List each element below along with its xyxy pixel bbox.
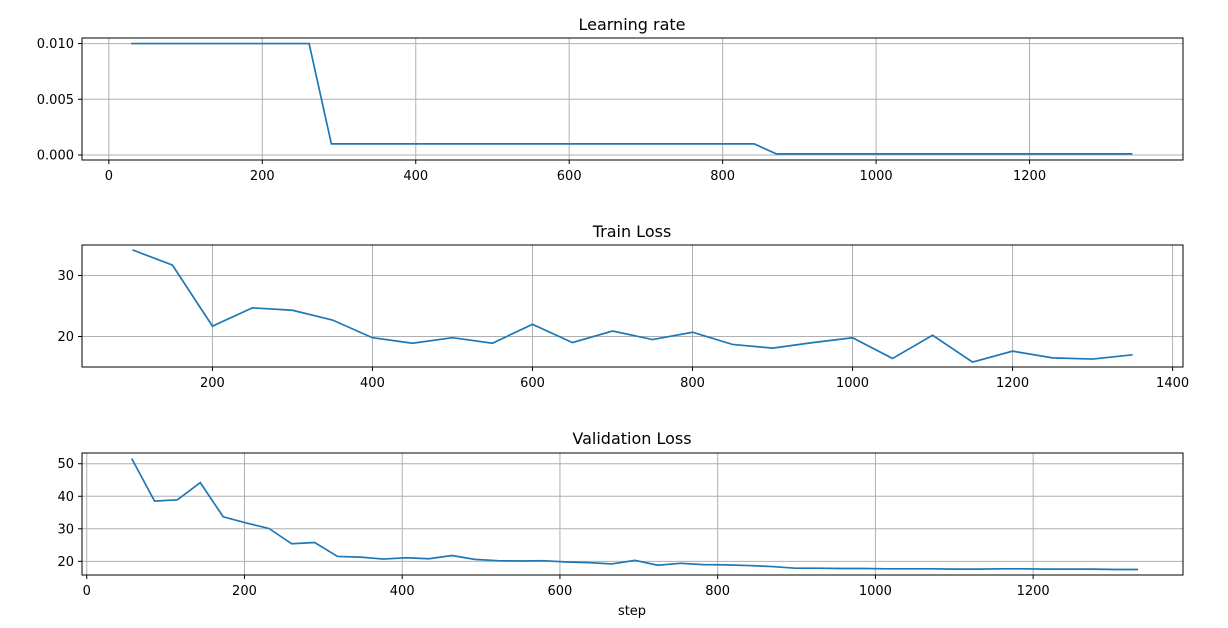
- learning-rate-panel: Learning rate 0 200 400 600 800 1000 1200 0.000…: [37, 15, 1184, 184]
- x-axis-label: step: [618, 604, 646, 619]
- learning-rate-x-tick-label: 1000: [860, 169, 893, 184]
- learning-rate-title: Learning rate: [578, 15, 685, 34]
- train-loss-x-tick-label: 400: [360, 376, 385, 391]
- train-loss-x-tick-label: 1400: [1156, 376, 1189, 391]
- learning-rate-y-tick-label: 0.000: [37, 148, 74, 163]
- learning-rate-y-tick-label: 0.005: [37, 93, 74, 108]
- train-loss-y-tick-label: 20: [57, 330, 74, 345]
- learning-rate-y-tick-label: 0.010: [37, 37, 74, 52]
- validation-loss-x-tick-label: 1000: [859, 584, 892, 599]
- learning-rate-x-tick-label: 600: [557, 169, 582, 184]
- validation-loss-x-tick-label: 1200: [1017, 584, 1050, 599]
- validation-loss-panel: Validation Loss step 0 200 400 600 800 1000 12…: [57, 429, 1184, 619]
- train-loss-x-tick-label: 1000: [836, 376, 869, 391]
- validation-loss-plot-frame: [81, 452, 1184, 576]
- learning-rate-x-tick-label: 400: [403, 169, 428, 184]
- validation-loss-title: Validation Loss: [572, 429, 691, 448]
- train-loss-y-tick-label: 30: [57, 269, 74, 284]
- validation-loss-x-tick-label: 800: [705, 584, 730, 599]
- train-loss-panel: Train Loss 200 400 600 800 1000 1200 1400 20 30: [57, 222, 1189, 391]
- validation-loss-y-tick-label: 40: [57, 490, 74, 505]
- train-loss-title: Train Loss: [592, 222, 672, 241]
- learning-rate-x-tick-label: 1200: [1013, 169, 1046, 184]
- validation-loss-x-tick-label: 200: [232, 584, 257, 599]
- learning-rate-x-tick-label: 200: [250, 169, 275, 184]
- validation-loss-series-line: [130, 458, 1139, 571]
- train-loss-x-tick-label: 600: [520, 376, 545, 391]
- train-loss-plot-frame: [81, 244, 1184, 368]
- learning-rate-x-tick-label: 0: [105, 169, 113, 184]
- train-loss-x-tick-label: 800: [680, 376, 705, 391]
- validation-loss-x-tick-label: 600: [548, 584, 573, 599]
- validation-loss-y-tick-label: 30: [57, 522, 74, 537]
- validation-loss-y-tick-label: 50: [57, 457, 74, 472]
- train-loss-x-tick-label: 200: [200, 376, 225, 391]
- validation-loss-x-tick-label: 0: [83, 584, 91, 599]
- learning-rate-series-line: [131, 42, 1133, 155]
- train-loss-x-tick-label: 1200: [996, 376, 1029, 391]
- learning-rate-x-tick-label: 800: [710, 169, 735, 184]
- validation-loss-y-tick-label: 20: [57, 555, 74, 570]
- validation-loss-x-tick-label: 400: [390, 584, 415, 599]
- train-loss-series-line: [132, 249, 1133, 364]
